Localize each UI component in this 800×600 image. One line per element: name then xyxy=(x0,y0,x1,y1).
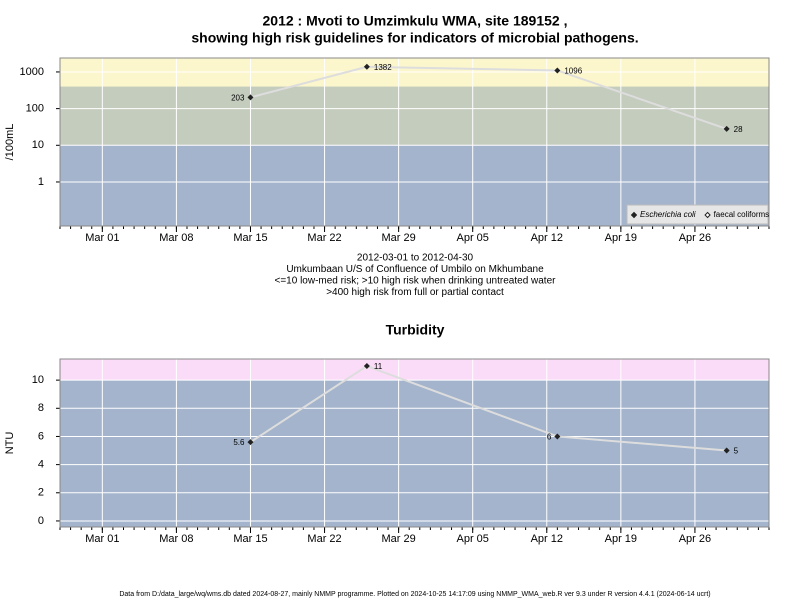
value-label: 28 xyxy=(734,125,743,134)
legend-label: Escherichia coli xyxy=(640,210,696,219)
x-tick-label: Apr 26 xyxy=(679,533,711,545)
data-point xyxy=(723,125,730,132)
y-axis-label: /100mL xyxy=(4,124,16,161)
x-tick-label: Apr 12 xyxy=(531,232,563,244)
y-axis-label: NTU xyxy=(4,432,16,455)
x-tick-label: Mar 22 xyxy=(307,232,341,244)
legend-marker xyxy=(704,211,711,219)
x-tick-label: Mar 01 xyxy=(85,533,119,545)
y-tick-label: 100 xyxy=(26,103,44,115)
value-label: 1096 xyxy=(564,67,582,76)
x-tick-label: Mar 08 xyxy=(159,533,193,545)
risk-band xyxy=(60,380,769,527)
value-label: 6 xyxy=(547,433,552,442)
legend-label: faecal coliforms xyxy=(714,210,770,219)
chart-title: Turbidity xyxy=(386,322,445,338)
y-tick-label: 10 xyxy=(32,374,44,386)
value-label: 11 xyxy=(374,362,383,371)
data-point xyxy=(363,363,370,370)
y-tick-label: 6 xyxy=(38,430,44,442)
data-point xyxy=(247,94,254,101)
y-tick-label: 8 xyxy=(38,402,44,414)
y-tick-label: 1000 xyxy=(20,66,44,78)
legend-box xyxy=(626,204,769,225)
caption: Umkumbaan U/S of Confluence of Umbilo on… xyxy=(286,264,544,275)
x-tick-label: Mar 08 xyxy=(159,232,193,244)
data-point xyxy=(247,439,254,446)
caption: >400 high risk from full or partial cont… xyxy=(326,287,504,298)
plot-frame xyxy=(59,57,770,227)
caption: <=10 low-med risk; >10 high risk when dr… xyxy=(275,276,557,287)
risk-band xyxy=(60,359,769,381)
y-tick-label: 10 xyxy=(32,139,44,151)
chart-title: showing high risk guidelines for indicat… xyxy=(191,30,638,46)
x-tick-label: Apr 12 xyxy=(531,533,563,545)
data-line xyxy=(249,364,727,452)
data-point xyxy=(723,447,730,454)
footer: Data from D:/data_large/wq/wms.db dated … xyxy=(119,591,710,598)
x-tick-label: Apr 05 xyxy=(456,533,488,545)
x-tick-label: Mar 15 xyxy=(233,232,267,244)
chart-title: 2012 : Mvoti to Umzimkulu WMA, site 1891… xyxy=(263,13,568,29)
x-tick-label: Apr 05 xyxy=(456,232,488,244)
data-line xyxy=(250,65,727,130)
value-label: 5 xyxy=(734,447,739,456)
data-point xyxy=(554,67,561,74)
x-tick-label: Mar 29 xyxy=(382,232,416,244)
x-tick-label: Apr 19 xyxy=(605,533,637,545)
x-tick-label: Apr 26 xyxy=(679,232,711,244)
x-tick-label: Mar 29 xyxy=(382,533,416,545)
x-tick-label: Mar 01 xyxy=(85,232,119,244)
y-tick-label: 1 xyxy=(38,176,44,188)
y-tick-label: 2 xyxy=(38,487,44,499)
y-tick-label: 4 xyxy=(38,459,44,471)
plot-frame xyxy=(59,358,770,528)
y-tick-label: 0 xyxy=(38,515,44,527)
value-label: 1382 xyxy=(374,63,392,72)
data-point xyxy=(363,63,370,70)
value-label: 203 xyxy=(231,93,245,102)
caption: 2012-03-01 to 2012-04-30 xyxy=(357,253,474,264)
x-tick-label: Mar 22 xyxy=(307,533,341,545)
x-tick-label: Apr 19 xyxy=(605,232,637,244)
legend-marker xyxy=(630,211,638,219)
value-label: 5.6 xyxy=(233,438,245,447)
x-tick-label: Mar 15 xyxy=(233,533,267,545)
risk-band xyxy=(60,86,769,146)
data-point xyxy=(554,433,561,440)
